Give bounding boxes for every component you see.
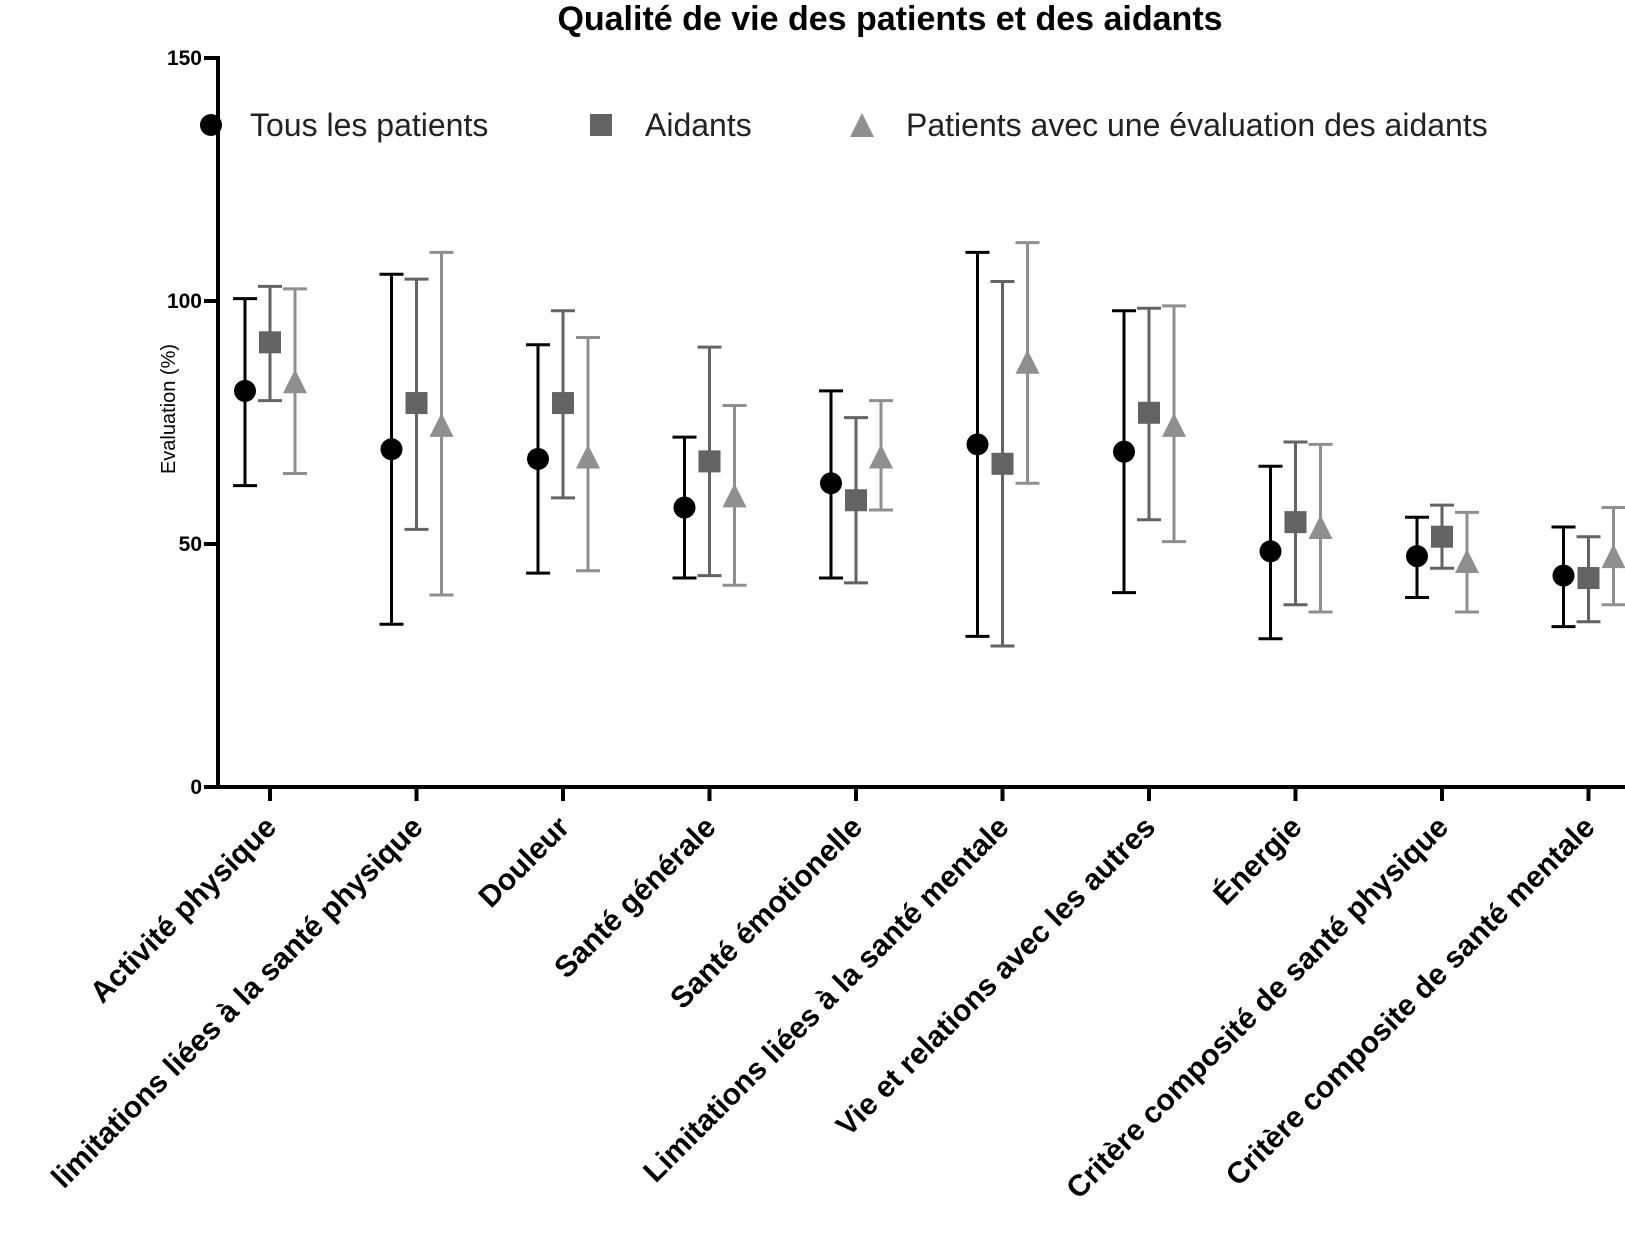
data-point-square xyxy=(1138,401,1160,424)
data-point-square xyxy=(698,450,721,473)
y-tick-label: 100 xyxy=(167,290,202,313)
y-tick-label: 50 xyxy=(179,533,202,556)
data-point-square xyxy=(991,452,1014,475)
data-point-triangle xyxy=(283,369,307,394)
data-point-circle xyxy=(820,472,842,495)
data-point-square xyxy=(405,392,428,415)
legend-marker-square xyxy=(590,114,612,136)
data-point-triangle xyxy=(429,412,454,437)
legend-label: Aidants xyxy=(645,107,752,143)
legend: Tous les patients Aidants Patients avec un… xyxy=(200,107,1488,143)
data-point-circle xyxy=(966,433,989,456)
data-point-triangle xyxy=(722,483,747,508)
data-point-circle xyxy=(1406,545,1428,568)
data-point-triangle xyxy=(576,444,600,469)
data-point-square xyxy=(1284,511,1307,534)
data-point-triangle xyxy=(1455,549,1479,574)
legend-marker-triangle xyxy=(850,113,874,137)
y-axis-label: Evaluation (%) xyxy=(158,344,180,474)
data-point-circle xyxy=(380,438,403,461)
legend-marker-circle xyxy=(200,114,222,136)
legend-label: Patients avec une évaluation des aidants xyxy=(906,107,1488,143)
data-point-triangle xyxy=(1601,544,1625,569)
x-category-label: Douleur xyxy=(472,810,576,914)
chart-title: Qualité de vie des patients et des aidan… xyxy=(557,0,1222,38)
data-point-triangle xyxy=(1162,412,1186,437)
data-point-circle xyxy=(1552,564,1575,587)
data-point-square xyxy=(845,489,867,512)
data-point-square xyxy=(1577,567,1600,590)
y-tick-label: 0 xyxy=(190,776,202,799)
data-point-triangle xyxy=(1308,514,1333,539)
x-category-label: Vie et relations avec les autres xyxy=(830,811,1162,1143)
data-point-circle xyxy=(673,496,696,519)
axes xyxy=(216,56,1625,789)
data-point-circle xyxy=(234,379,256,402)
data-point-square xyxy=(1431,525,1453,548)
data-marks xyxy=(233,241,1625,648)
x-category-label: Énergie xyxy=(1207,810,1309,912)
legend-label: Tous les patients xyxy=(250,107,488,143)
data-point-square xyxy=(552,392,574,415)
y-tick-label: 150 xyxy=(167,47,202,70)
data-point-circle xyxy=(1259,540,1282,563)
data-point-circle xyxy=(527,447,549,470)
y-ticks: 0 50 100 150 xyxy=(167,47,218,799)
data-point-square xyxy=(259,331,281,354)
data-point-triangle xyxy=(1015,349,1040,374)
data-point-circle xyxy=(1113,440,1135,463)
data-point-triangle xyxy=(869,444,893,469)
